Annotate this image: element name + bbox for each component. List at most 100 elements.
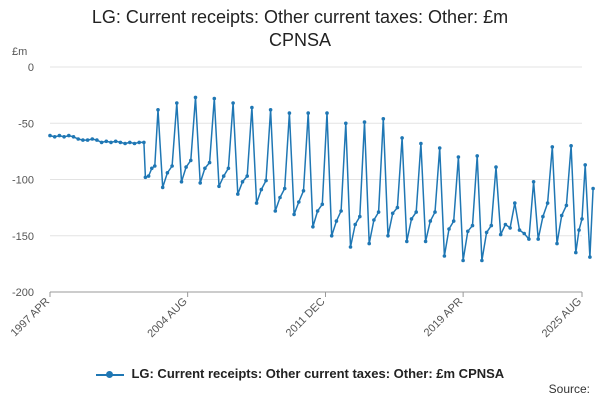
data-point[interactable] [292, 212, 296, 217]
data-point[interactable] [264, 178, 268, 183]
data-point[interactable] [57, 133, 62, 138]
data-point[interactable] [498, 232, 503, 237]
data-point[interactable] [287, 111, 292, 115]
data-point[interactable] [231, 101, 235, 105]
data-point[interactable] [226, 166, 231, 171]
data-point[interactable] [329, 234, 334, 238]
data-point[interactable] [306, 111, 311, 115]
data-point[interactable] [574, 250, 578, 255]
data-point[interactable] [104, 139, 109, 144]
data-point[interactable] [146, 174, 151, 178]
data-point[interactable] [484, 230, 489, 235]
data-point[interactable] [522, 231, 526, 236]
data-point[interactable] [245, 174, 249, 178]
data-point[interactable] [52, 135, 57, 139]
data-point[interactable] [400, 136, 404, 140]
data-point[interactable] [591, 186, 595, 191]
data-point[interactable] [358, 214, 362, 219]
data-point[interactable] [344, 121, 348, 126]
data-point[interactable] [282, 186, 287, 191]
data-point[interactable] [508, 226, 512, 230]
data-point[interactable] [137, 140, 141, 145]
data-point[interactable] [198, 181, 202, 185]
data-point[interactable] [165, 171, 170, 175]
data-point[interactable] [320, 202, 325, 207]
data-point[interactable] [559, 213, 564, 218]
data-point[interactable] [259, 187, 264, 192]
data-point[interactable] [268, 108, 273, 112]
data-point[interactable] [170, 164, 174, 168]
data-point[interactable] [550, 145, 555, 149]
data-point[interactable] [531, 180, 536, 184]
data-point[interactable] [480, 258, 484, 263]
data-point[interactable] [376, 210, 381, 214]
data-point[interactable] [545, 201, 550, 205]
data-point[interactable] [395, 205, 400, 210]
data-point[interactable] [254, 201, 259, 205]
data-point[interactable] [184, 165, 188, 169]
data-point[interactable] [189, 158, 193, 163]
data-point[interactable] [301, 189, 306, 193]
data-point[interactable] [150, 166, 154, 171]
data-point[interactable] [203, 166, 207, 171]
data-point[interactable] [278, 195, 282, 200]
data-point[interactable] [236, 192, 240, 196]
data-point[interactable] [212, 96, 217, 101]
data-point[interactable] [564, 203, 569, 208]
data-point[interactable] [405, 239, 409, 244]
data-point[interactable] [81, 138, 85, 142]
data-point[interactable] [517, 228, 522, 232]
data-point[interactable] [179, 180, 184, 184]
data-point[interactable] [372, 218, 376, 222]
data-point[interactable] [494, 165, 498, 169]
data-point[interactable] [513, 201, 517, 205]
data-point[interactable] [489, 223, 494, 228]
data-point[interactable] [250, 105, 254, 110]
data-point[interactable] [175, 101, 179, 105]
data-point[interactable] [433, 210, 437, 214]
data-point[interactable] [99, 140, 104, 145]
data-point[interactable] [348, 245, 353, 249]
data-point[interactable] [160, 185, 165, 190]
data-point[interactable] [240, 180, 245, 184]
data-point[interactable] [132, 141, 137, 146]
data-point[interactable] [362, 120, 367, 124]
data-point[interactable] [109, 140, 113, 145]
data-point[interactable] [555, 241, 559, 246]
data-point[interactable] [193, 95, 198, 100]
data-point[interactable] [67, 133, 71, 138]
data-point[interactable] [315, 209, 320, 213]
data-point[interactable] [475, 154, 480, 158]
data-point[interactable] [503, 222, 508, 227]
data-point[interactable] [311, 225, 315, 229]
data-point[interactable] [85, 138, 90, 142]
data-point[interactable] [334, 219, 339, 223]
data-point[interactable] [156, 108, 160, 112]
legend[interactable]: LG: Current receipts: Other current taxe… [0, 366, 600, 381]
data-point[interactable] [62, 135, 66, 139]
data-point[interactable] [207, 160, 212, 165]
data-point[interactable] [76, 137, 80, 141]
data-point[interactable] [339, 209, 343, 213]
data-point[interactable] [48, 133, 52, 138]
data-point[interactable] [437, 146, 442, 150]
data-point[interactable] [90, 137, 95, 141]
data-point[interactable] [583, 163, 587, 167]
data-point[interactable] [353, 222, 358, 227]
data-point[interactable] [381, 117, 386, 121]
data-point[interactable] [447, 227, 451, 231]
data-point[interactable] [113, 139, 118, 144]
data-point[interactable] [71, 135, 76, 139]
data-point[interactable] [419, 141, 423, 146]
data-point[interactable] [128, 140, 132, 145]
data-point[interactable] [367, 241, 372, 246]
data-point[interactable] [123, 141, 127, 146]
data-point[interactable] [541, 214, 545, 219]
data-point[interactable] [536, 237, 540, 241]
data-point[interactable] [451, 219, 456, 223]
data-point[interactable] [221, 174, 226, 178]
data-point[interactable] [153, 164, 157, 168]
data-point[interactable] [95, 138, 99, 142]
data-point[interactable] [217, 184, 221, 189]
data-point[interactable] [569, 144, 573, 148]
